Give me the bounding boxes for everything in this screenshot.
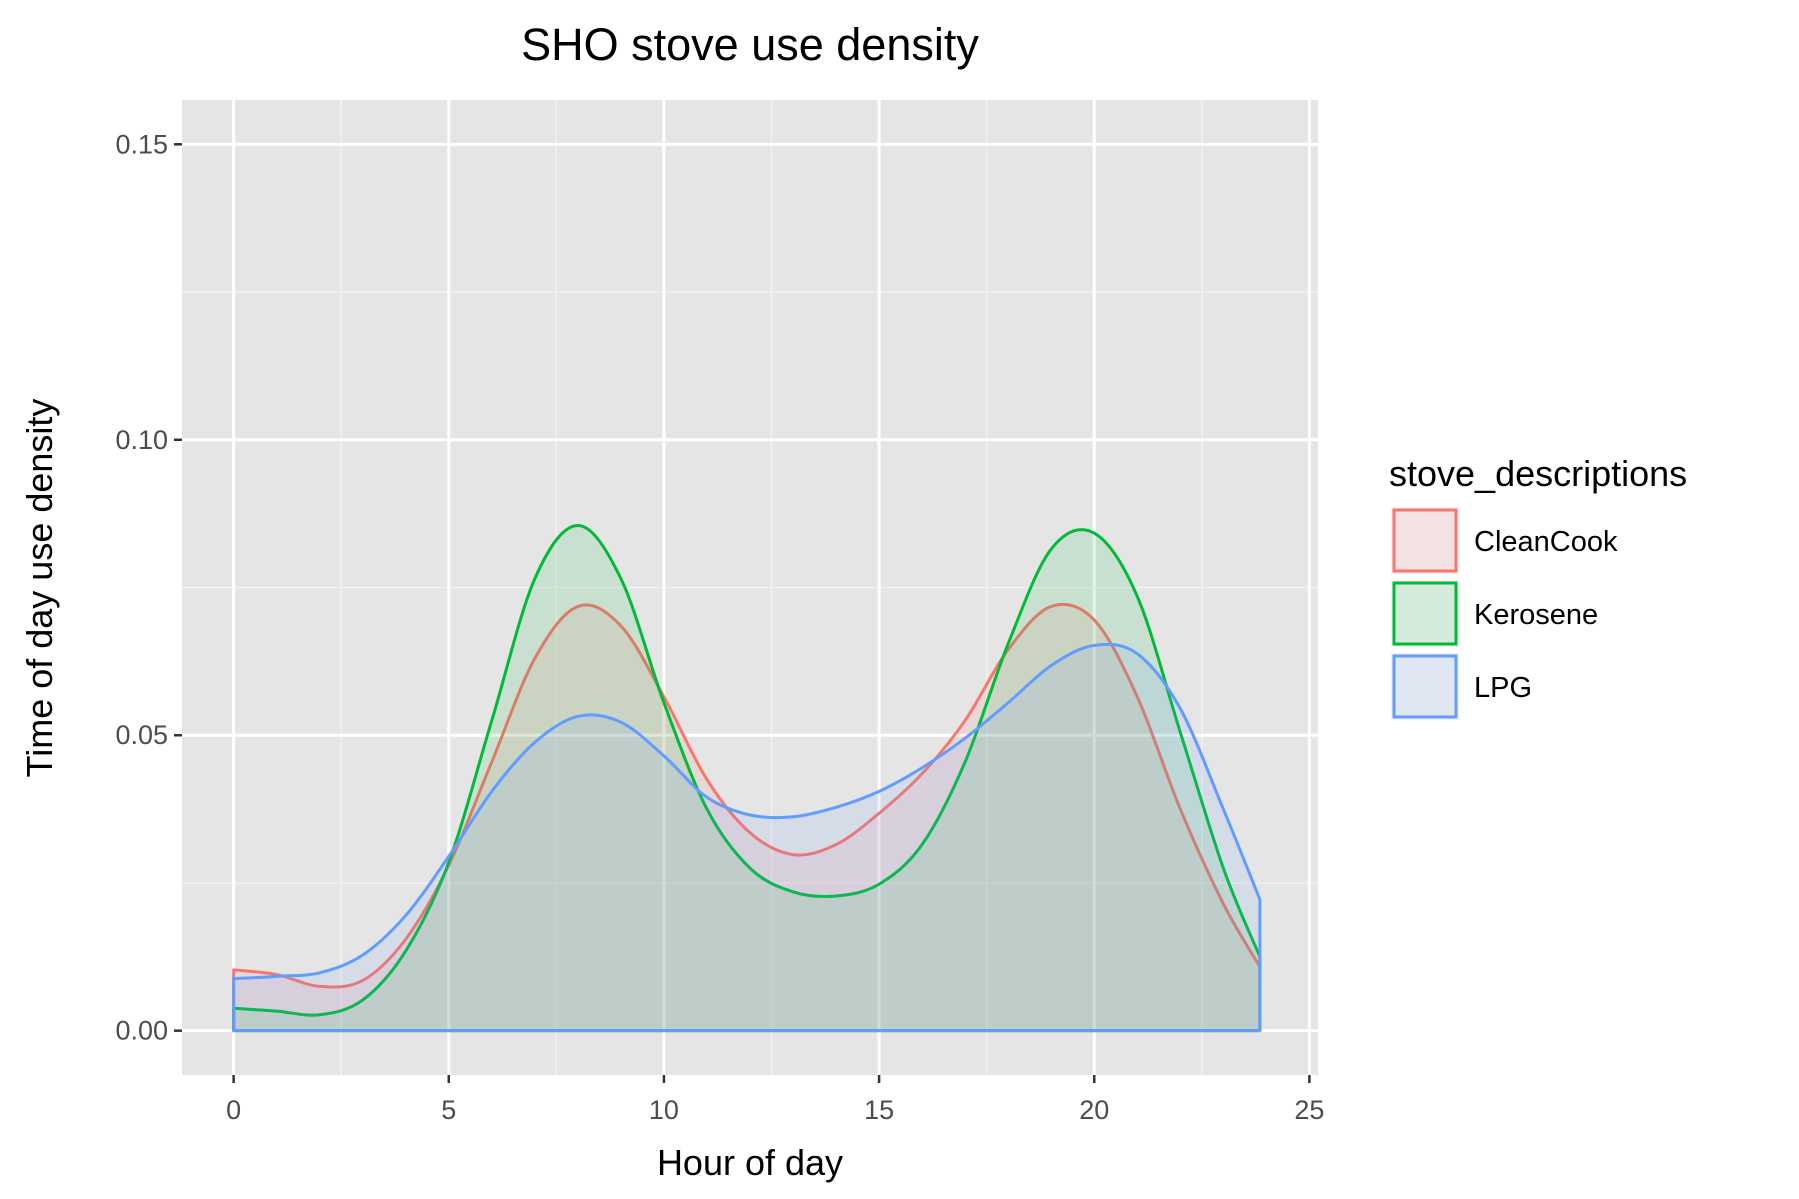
x-axis-title: Hour of day	[657, 1142, 843, 1183]
legend-key-background	[1391, 653, 1459, 720]
legend-key-background	[1391, 580, 1459, 647]
x-tick-label: 15	[864, 1095, 894, 1125]
legend-label-cleancook: CleanCook	[1474, 526, 1618, 558]
x-tick-label: 25	[1294, 1095, 1324, 1125]
x-tick-label: 5	[441, 1095, 456, 1125]
legend-key-background	[1391, 507, 1459, 574]
x-axis: 0 5 10 15 20 25	[226, 1075, 1324, 1125]
x-tick-label: 10	[649, 1095, 679, 1125]
legend-swatch-kerosene	[1392, 581, 1458, 646]
legend-swatch-lpg	[1392, 654, 1458, 719]
series-layer	[232, 523, 1262, 1033]
y-tick-label: 0.05	[115, 720, 168, 750]
grid-minor	[182, 100, 1318, 1075]
legend-label-lpg: LPG	[1474, 672, 1532, 704]
y-axis-title: Time of day use density	[19, 399, 60, 778]
y-tick-label: 0.10	[115, 425, 168, 455]
density-area-lpg	[232, 642, 1262, 1033]
y-tick-label: 0.00	[115, 1016, 168, 1046]
legend-swatch-cleancook	[1392, 508, 1458, 573]
y-axis: 0.00 0.05 0.10 0.15	[115, 129, 182, 1046]
density-area-cleancook	[232, 602, 1262, 1033]
density-area-kerosene	[232, 523, 1262, 1033]
legend-label-kerosene: Kerosene	[1474, 599, 1598, 631]
x-tick-label: 0	[226, 1095, 241, 1125]
x-tick-label: 20	[1079, 1095, 1109, 1125]
legend-items: CleanCook Kerosene LPG	[1391, 507, 1618, 720]
legend: stove_descriptions CleanCook Kerosene LPG	[1389, 453, 1687, 720]
y-tick-label: 0.15	[115, 129, 168, 159]
legend-title: stove_descriptions	[1389, 453, 1687, 494]
chart-title: SHO stove use density	[521, 19, 979, 70]
